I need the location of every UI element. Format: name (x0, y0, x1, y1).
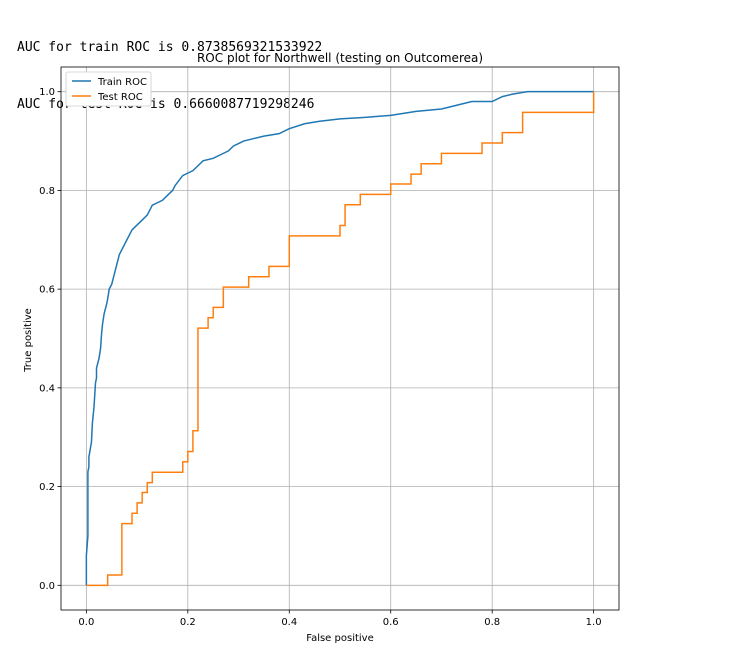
y-tick-label: 0.0 (39, 581, 55, 592)
x-tick-label: 0.2 (180, 617, 196, 628)
train-rocline (85, 90, 594, 586)
ticks: 0.0 0.2 0.4 0.6 0.8 1.0 0.0 0.2 0.4 0.6 0.8 1.0 (39, 87, 601, 628)
legend: Train ROC Test ROC (65, 71, 152, 107)
x-tick-label: 0.4 (281, 617, 297, 628)
y-tick-label: 0.2 (39, 482, 55, 493)
x-tick-label: 0.6 (383, 617, 399, 628)
y-tick-label: 0.4 (39, 383, 55, 394)
y-tick-label: 0.8 (39, 186, 55, 197)
plot-frame (60, 66, 620, 611)
x-axis-label: False positive (306, 633, 374, 644)
grid (61, 67, 619, 610)
y-axis-label: True positive (23, 308, 34, 373)
y-tick-label: 1.0 (39, 87, 55, 98)
chart-title: ROC plot for Northwell (testing on Outco… (197, 51, 483, 65)
x-tick-label: 1.0 (586, 617, 602, 628)
train-auc-line: AUC for train ROC is 0.8738569321533922 (17, 40, 323, 55)
x-tick-label: 0.8 (484, 617, 500, 628)
legend-train-label: Train ROC (97, 77, 147, 88)
series-layer (85, 90, 595, 587)
x-tick-label: 0.0 (78, 617, 94, 628)
y-tick-label: 0.6 (39, 285, 55, 296)
test-rocline (86, 91, 595, 587)
legend-test-label: Test ROC (97, 92, 143, 103)
